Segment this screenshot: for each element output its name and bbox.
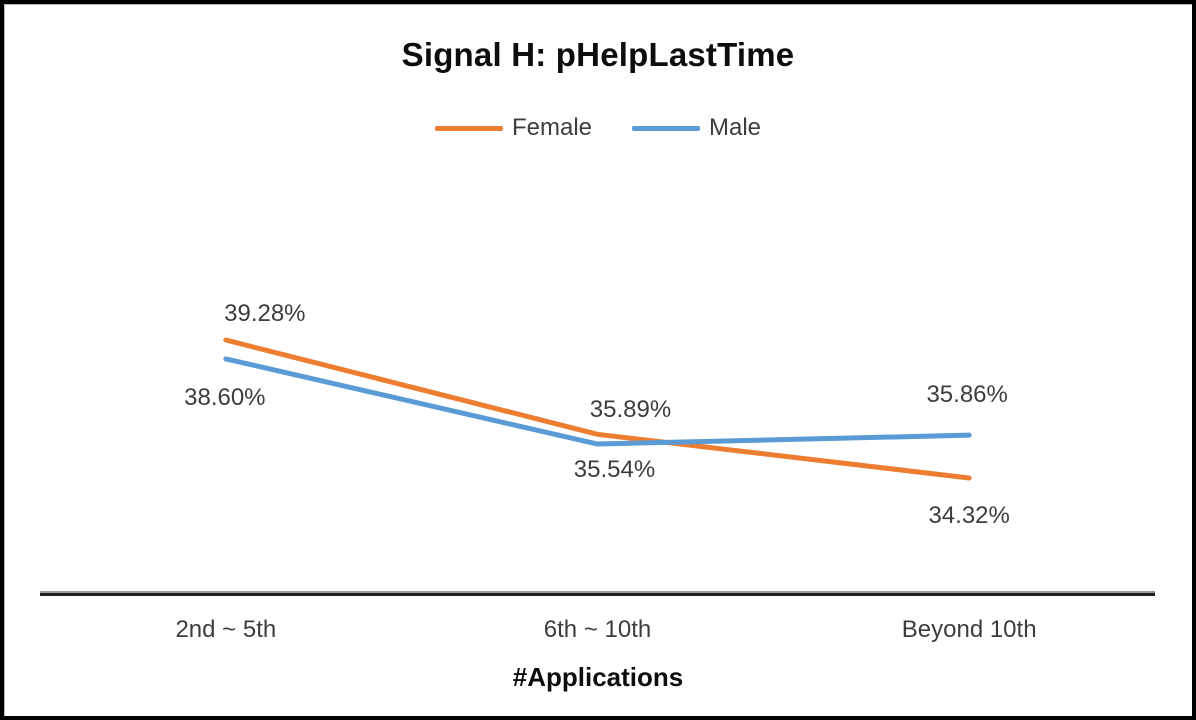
data-label-male-2: 35.86% (926, 381, 1008, 409)
x-axis-title: #Applications (512, 662, 684, 692)
legend-item-female: Female (434, 114, 592, 142)
legend-swatch-female-icon (434, 125, 503, 131)
x-axis-label-2: Beyond 10th (901, 616, 1037, 643)
legend: Female Male (0, 114, 1196, 142)
series-line-male (223, 356, 972, 447)
legend-item-male: Male (632, 114, 761, 142)
data-label-female-1: 35.89% (589, 396, 672, 424)
legend-label-female: Female (511, 114, 592, 141)
x-axis-label-1: 6th ~ 10th (543, 616, 652, 643)
data-label-female-0: 39.28% (224, 300, 306, 327)
x-axis-label-0: 2nd ~ 5th (175, 616, 277, 643)
data-label-female-2: 34.32% (928, 502, 1010, 529)
chart-title: Signal H: pHelpLastTime (401, 36, 795, 73)
x-axis-line (40, 593, 1155, 596)
series-line-female (223, 337, 972, 481)
legend-label-male: Male (709, 114, 762, 141)
data-label-male-1: 35.54% (573, 456, 656, 484)
data-label-male-0: 38.60% (184, 383, 266, 411)
legend-swatch-male-icon (632, 125, 700, 131)
